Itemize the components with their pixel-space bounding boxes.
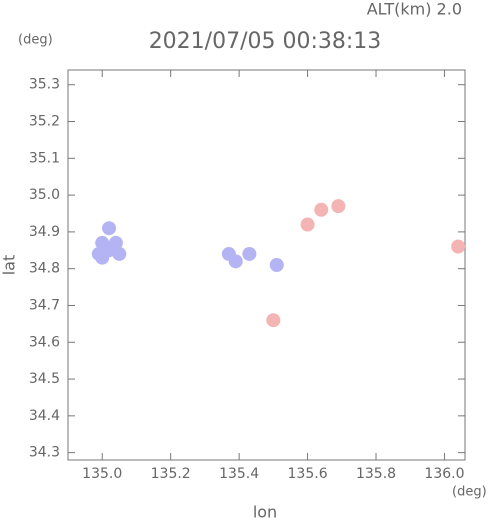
y-tick-label: 34.4 (29, 408, 60, 424)
echo-point (269, 258, 284, 272)
y-tick-label: 34.8 (29, 261, 60, 277)
y-tick-label: 34.9 (29, 224, 60, 240)
x-tick-label: 135.4 (219, 466, 259, 482)
y-tick-label: 35.0 (29, 187, 60, 203)
echo-point (95, 235, 110, 250)
y-axis-label: lat (0, 255, 19, 276)
y-tick-label: 34.5 (29, 371, 60, 387)
echo-point (331, 199, 346, 214)
x-tick-label: 136.0 (424, 466, 464, 482)
echo-point (451, 239, 466, 254)
y-tick-label: 34.6 (29, 334, 60, 350)
echo-point (228, 254, 243, 269)
echo-point (242, 246, 257, 261)
y-unit: (deg) (18, 33, 53, 48)
echo-point (266, 313, 281, 328)
echo-point (112, 246, 127, 261)
echo-point (91, 246, 106, 261)
echo-point (108, 235, 123, 250)
x-unit: (deg) (452, 485, 487, 500)
x-tick-label: 135.2 (151, 466, 191, 482)
x-tick-label: 135.0 (82, 466, 122, 482)
x-tick-label: 135.8 (356, 466, 396, 482)
echo-point (102, 221, 117, 236)
echo-point (300, 217, 315, 232)
y-tick-label: 35.1 (29, 150, 60, 166)
x-tick-label: 135.6 (288, 466, 328, 482)
y-tick-label: 35.3 (29, 77, 60, 93)
plot-frame (67, 69, 466, 461)
x-axis-label: lon (253, 503, 277, 522)
chart-title: 2021/07/05 00:38:13 (149, 29, 382, 54)
y-tick-label: 34.3 (29, 445, 60, 461)
echo-point (314, 202, 329, 217)
y-tick-label: 34.7 (29, 297, 60, 313)
y-tick-label: 35.2 (29, 114, 60, 130)
chart-subtitle: ALT(km) 2.0 (367, 0, 462, 19)
